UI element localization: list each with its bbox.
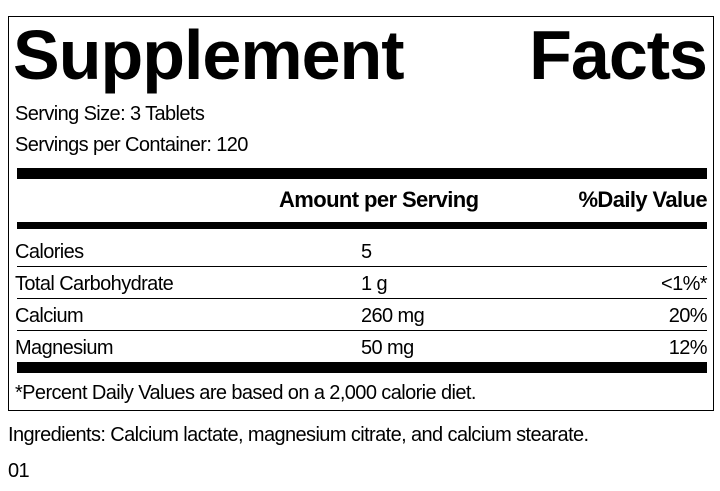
- ingredients: Ingredients: Calcium lactate, magnesium …: [8, 424, 589, 446]
- row-amount: 1 g: [361, 273, 388, 295]
- divider-thick: [17, 168, 707, 179]
- divider-medium: [17, 222, 707, 229]
- row-name: Calcium: [15, 305, 84, 327]
- product-code: 01: [8, 460, 30, 482]
- row-dv: 12%: [668, 337, 708, 359]
- title-word-1: Supplement: [13, 16, 405, 94]
- panel-title: Supplement Facts: [13, 15, 708, 95]
- header-daily-value: %Daily Value: [578, 187, 707, 212]
- divider-thick: [17, 362, 707, 373]
- servings-per-container: Servings per Container: 120: [15, 134, 248, 156]
- row-divider: [17, 266, 707, 267]
- row-name: Total Carbohydrate: [15, 273, 174, 295]
- row-dv: <1%*: [661, 273, 708, 295]
- row-amount: 260 mg: [361, 305, 425, 327]
- row-divider: [17, 298, 707, 299]
- row-name: Calories: [15, 241, 84, 263]
- row-divider: [17, 330, 707, 331]
- row-name: Magnesium: [15, 337, 114, 359]
- footnote: *Percent Daily Values are based on a 2,0…: [15, 382, 476, 404]
- row-amount: 5: [361, 241, 372, 263]
- header-amount: Amount per Serving: [279, 187, 479, 212]
- row-dv: 20%: [668, 305, 708, 327]
- title-word-2: Facts: [529, 16, 708, 94]
- row-amount: 50 mg: [361, 337, 414, 359]
- serving-size: Serving Size: 3 Tablets: [15, 103, 205, 125]
- supplement-facts-panel: Supplement Facts Serving Size: 3 Tablets…: [8, 16, 714, 411]
